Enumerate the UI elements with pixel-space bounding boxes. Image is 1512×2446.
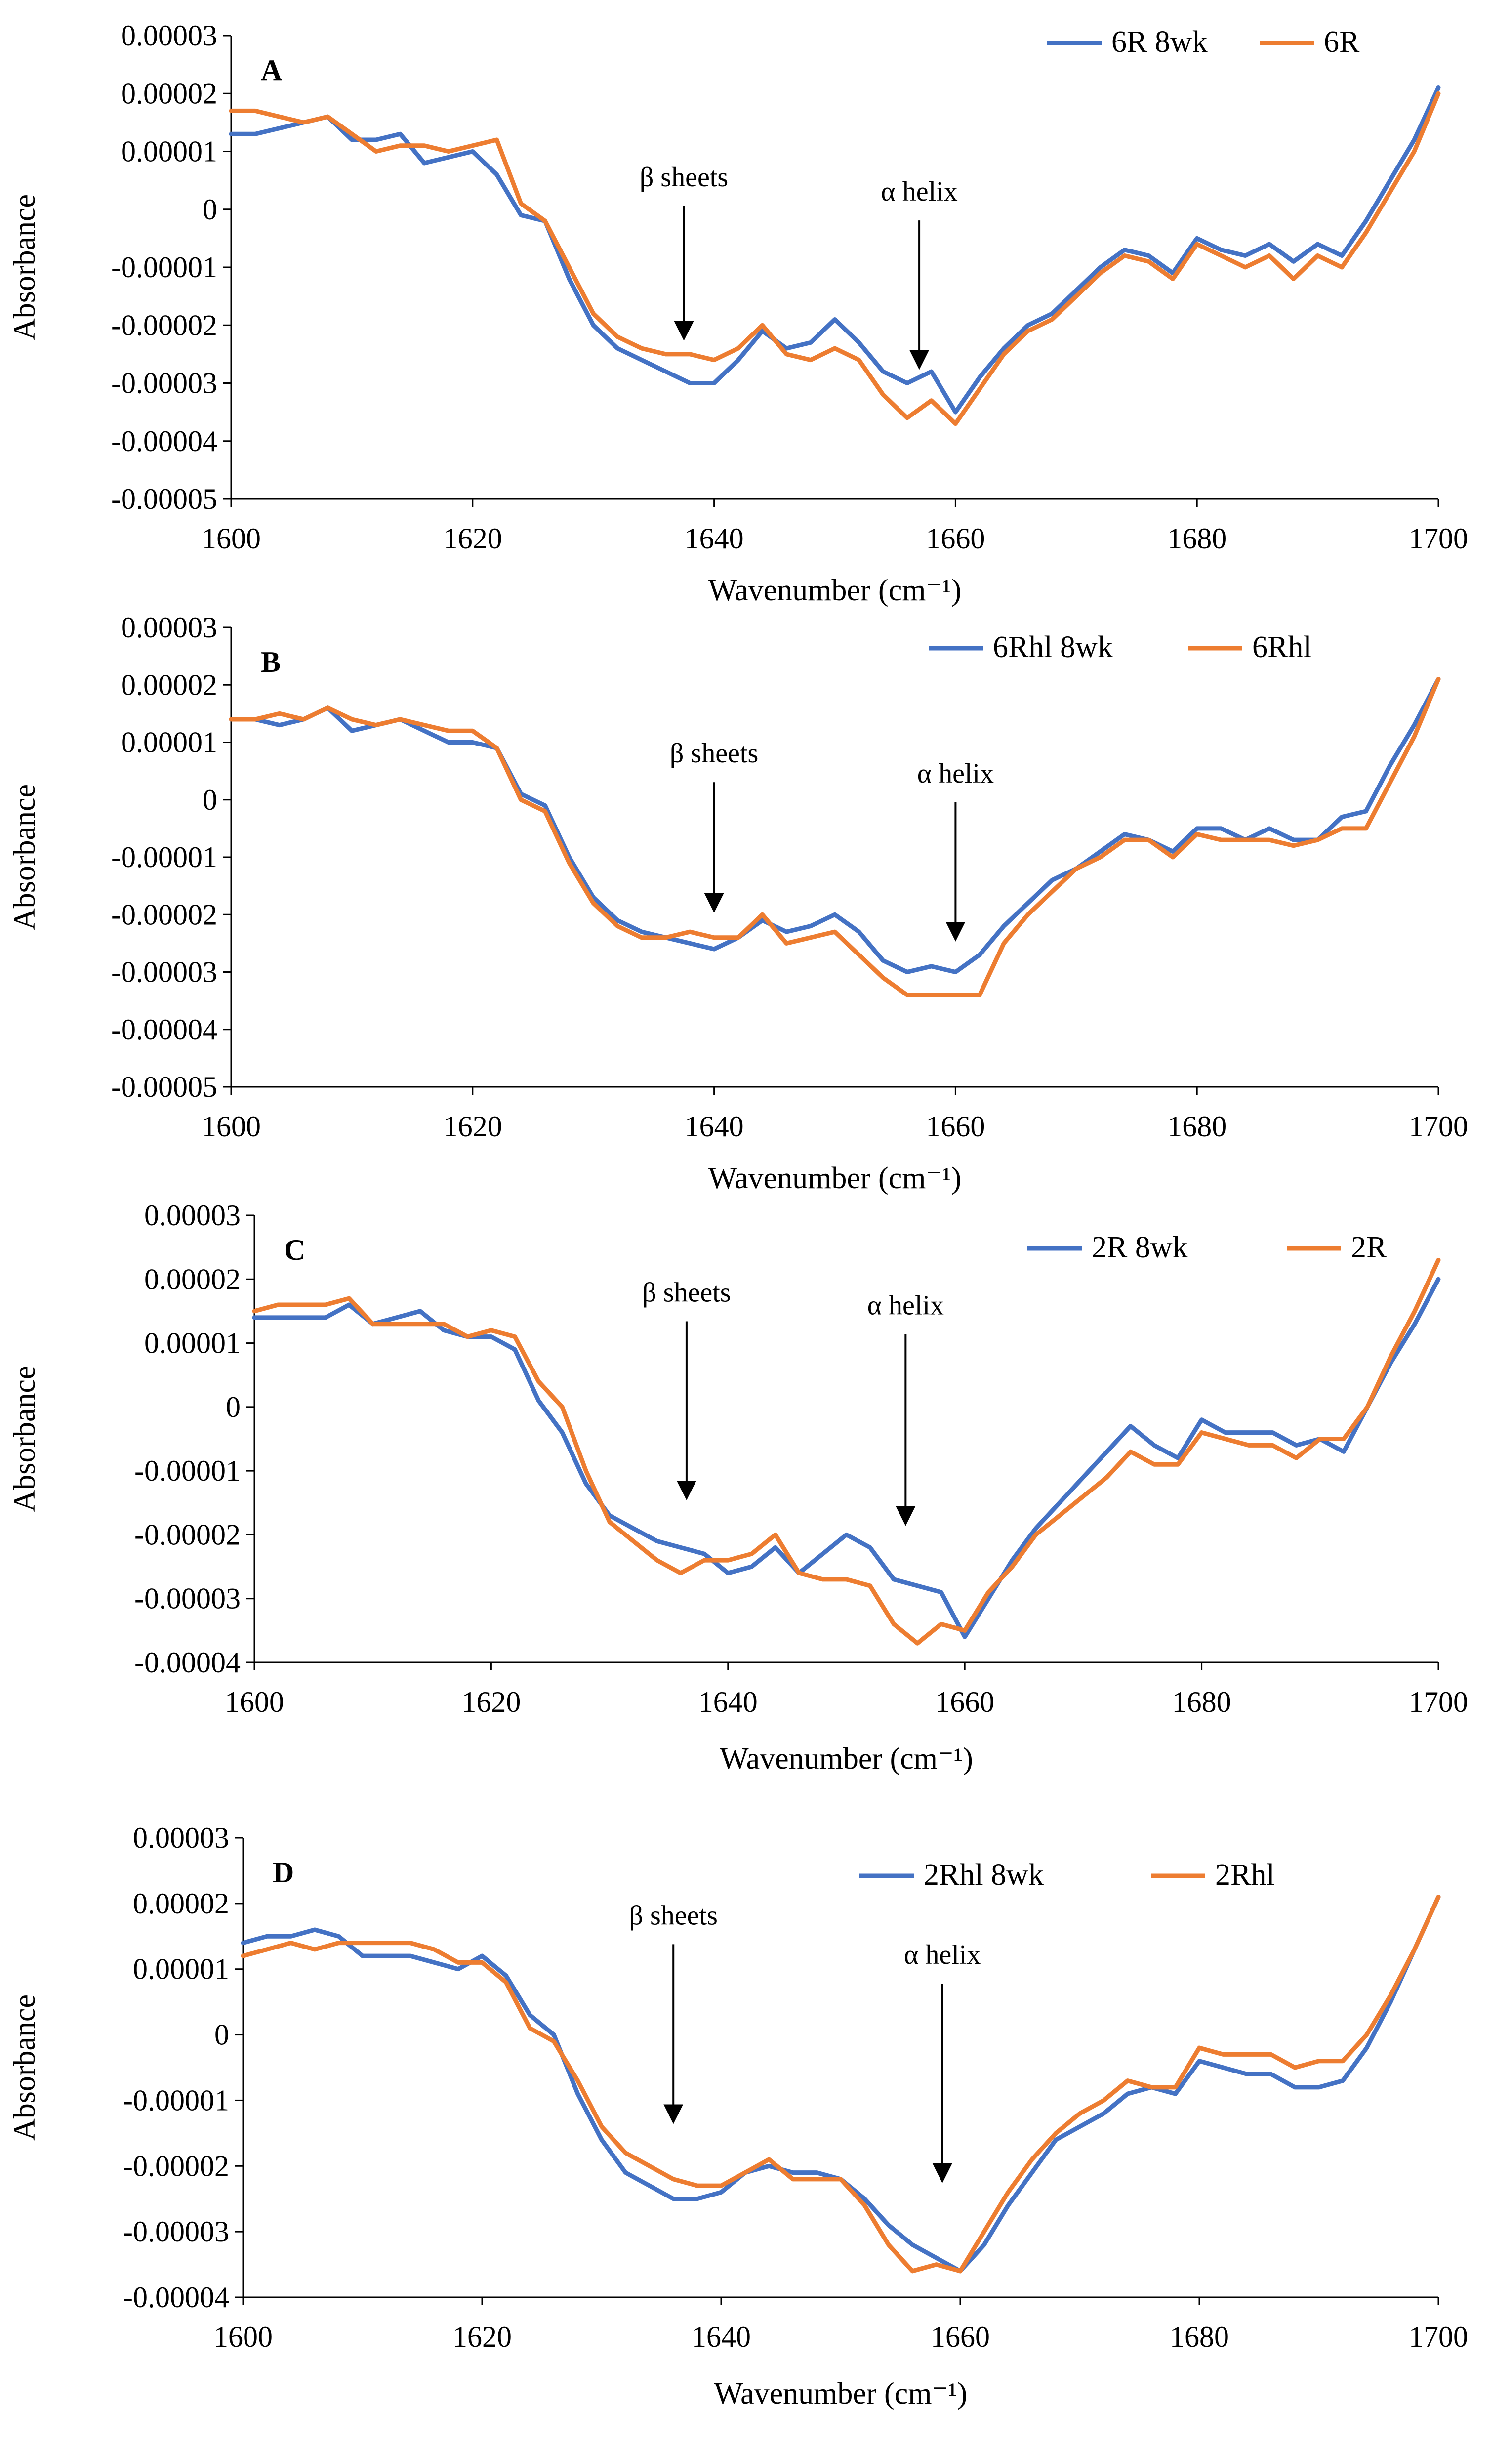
x-tick-label: 1640 — [685, 522, 744, 555]
y-tick-label: 0.00001 — [121, 135, 217, 168]
chart-panel-d: 0.00003 0.00002 0.00001 0 -0.00001 -0.00002 -0… — [8, 1822, 1468, 2410]
annotation-label: β sheets — [629, 1900, 718, 1931]
legend-label: 6Rhl — [1252, 630, 1312, 664]
annotation-label: β sheets — [642, 1278, 731, 1308]
y-tick-label: -0.00005 — [111, 1071, 217, 1103]
y-tick-label: 0.00001 — [121, 726, 217, 759]
y-tick-label: 0.00002 — [121, 77, 217, 110]
y-tick-label: 0.00002 — [133, 1887, 229, 1920]
panel-label: C — [284, 1234, 305, 1266]
y-tick-label: -0.00002 — [134, 1518, 241, 1551]
x-tick-label: 1600 — [202, 522, 261, 555]
y-tick-label: -0.00005 — [111, 483, 217, 515]
x-tick-label: 1620 — [461, 1686, 521, 1718]
chart-panel-a: 0.00003 0.00002 0.00001 0 -0.00001 -0.00002 -0… — [8, 19, 1468, 607]
x-tick-label: 1640 — [685, 1110, 744, 1143]
y-tick-label: -0.00004 — [111, 1013, 217, 1046]
x-tick-label: 1600 — [213, 2321, 273, 2353]
series-line-2r — [252, 1258, 1441, 1646]
legend-label: 6R 8wk — [1111, 25, 1208, 59]
x-tick-label: 1660 — [926, 1110, 985, 1143]
panel-label: D — [273, 1856, 294, 1889]
x-tick-label: 1640 — [698, 1686, 758, 1718]
annotation-label: α helix — [904, 1940, 981, 1970]
annotation-label: β sheets — [670, 738, 758, 769]
y-tick-label: 0 — [214, 2019, 229, 2051]
y-tick-label: -0.00004 — [111, 425, 217, 457]
chart-panel-c: 0.00003 0.00002 0.00001 0 -0.00001 -0.00002 -0… — [8, 1199, 1468, 1776]
x-tick-label: 1680 — [1167, 522, 1226, 555]
series-line-2r-8wk — [252, 1277, 1441, 1639]
y-tick-label: -0.00001 — [123, 2084, 229, 2116]
y-tick-label: -0.00001 — [111, 251, 217, 284]
y-tick-label: 0.00003 — [121, 611, 217, 644]
chart-panel-b: 0.00003 0.00002 0.00001 0 -0.00001 -0.00002 -0… — [8, 611, 1468, 1195]
y-tick-label: 0.00003 — [121, 19, 217, 52]
y-tick-label: 0.00003 — [133, 1822, 229, 1854]
series-line-6rhl-8wk — [229, 677, 1441, 974]
y-tick-label: -0.00003 — [111, 956, 217, 989]
annotation-label: β sheets — [640, 162, 728, 193]
series-line-2rhl — [241, 1895, 1441, 2274]
x-tick-label: 1620 — [452, 2321, 512, 2353]
y-tick-label: -0.00004 — [134, 1646, 241, 1679]
legend-label: 2Rhl 8wk — [924, 1858, 1044, 1892]
x-axis-label: Wavenumber (cm⁻¹) — [720, 1742, 973, 1776]
series-line-6rhl — [229, 677, 1441, 997]
y-tick-label: -0.00003 — [123, 2215, 229, 2248]
y-tick-label: 0.00003 — [144, 1199, 241, 1232]
y-tick-label: -0.00002 — [111, 309, 217, 341]
x-tick-label: 1620 — [443, 522, 502, 555]
x-tick-label: 1680 — [1167, 1110, 1226, 1143]
y-tick-label: 0 — [203, 193, 217, 226]
x-tick-label: 1600 — [202, 1110, 261, 1143]
legend-label: 2R 8wk — [1092, 1231, 1188, 1264]
y-tick-label: 0 — [203, 784, 217, 816]
series-line-2rhl-8wk — [241, 1895, 1441, 2274]
legend-label: 6Rhl 8wk — [993, 630, 1113, 664]
y-tick-label: -0.00002 — [111, 898, 217, 931]
annotation-label: α helix — [917, 758, 994, 789]
x-tick-label: 1700 — [1409, 2321, 1468, 2353]
panel-label: B — [261, 646, 281, 678]
legend-label: 2R — [1351, 1231, 1387, 1264]
x-tick-label: 1620 — [443, 1110, 502, 1143]
series-line-6r-8wk — [229, 85, 1441, 415]
x-tick-label: 1660 — [926, 522, 985, 555]
x-tick-label: 1600 — [225, 1686, 284, 1718]
annotation-label: α helix — [867, 1290, 944, 1321]
y-tick-label: 0.00001 — [133, 1953, 229, 1986]
y-tick-label: -0.00004 — [123, 2281, 229, 2314]
y-tick-label: 0.00002 — [121, 668, 217, 701]
x-tick-label: 1680 — [1170, 2321, 1229, 2353]
x-tick-label: 1640 — [692, 2321, 751, 2353]
x-axis-label: Wavenumber (cm⁻¹) — [714, 2377, 968, 2410]
y-tick-label: 0.00002 — [144, 1263, 241, 1295]
x-tick-label: 1680 — [1172, 1686, 1231, 1718]
x-tick-label: 1700 — [1409, 1110, 1468, 1143]
y-axis-label: Absorbance — [8, 1994, 41, 2141]
y-axis-label: Absorbance — [8, 1366, 41, 1512]
x-axis-label: Wavenumber (cm⁻¹) — [708, 1161, 962, 1195]
panel-label: A — [261, 54, 282, 86]
legend-label: 6R — [1324, 25, 1360, 59]
annotation-label: α helix — [881, 176, 957, 207]
x-axis-label: Wavenumber (cm⁻¹) — [708, 574, 962, 607]
y-tick-label: -0.00001 — [111, 841, 217, 873]
y-tick-label: 0 — [226, 1391, 241, 1423]
y-tick-label: -0.00003 — [134, 1582, 241, 1615]
x-tick-label: 1660 — [935, 1686, 994, 1718]
y-axis-label: Absorbance — [8, 194, 41, 340]
x-tick-label: 1700 — [1409, 1686, 1468, 1718]
y-axis-label: Absorbance — [8, 784, 41, 930]
y-tick-label: -0.00001 — [134, 1454, 241, 1487]
x-tick-label: 1700 — [1409, 522, 1468, 555]
series-line-6r — [229, 91, 1441, 426]
y-tick-label: -0.00002 — [123, 2150, 229, 2182]
x-tick-label: 1660 — [931, 2321, 990, 2353]
y-tick-label: 0.00001 — [144, 1327, 241, 1360]
legend-label: 2Rhl — [1215, 1858, 1275, 1892]
y-tick-label: -0.00003 — [111, 367, 217, 400]
